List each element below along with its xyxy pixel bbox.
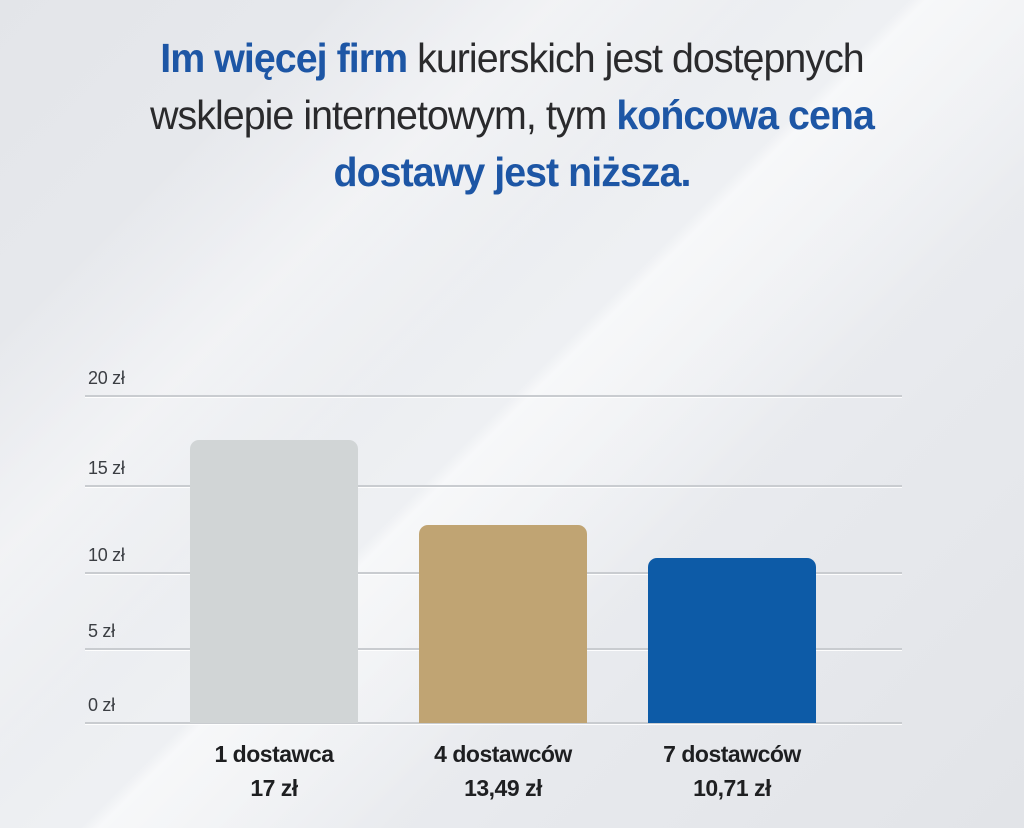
bar-1-dostawca (190, 440, 358, 723)
title-line-2: wsklepie internetowym, tym końcowa cena (20, 87, 1003, 144)
bar-label-2: 4 dostawców 13,49 zł (383, 737, 623, 805)
bar-category-1: 1 dostawca (214, 741, 335, 767)
y-axis-tick-0: 0 zł (88, 695, 115, 715)
title-accent-2: końcowa cena (616, 92, 875, 138)
bar-7-dostawcow (648, 558, 816, 723)
title-pre-2: wsklepie internetowym, tym (150, 92, 617, 138)
bar-value-1: 17 zł (250, 775, 298, 801)
gridline-15 (85, 485, 902, 487)
y-axis-tick-20: 20 zł (88, 368, 125, 388)
title-accent-3: dostawy jest niższa. (333, 149, 691, 195)
bar-label-3: 7 dostawców 10,71 zł (612, 737, 852, 805)
title-line-1: Im więcej firm kurierskich jest dostępny… (20, 30, 1003, 87)
bar-4-dostawcow (419, 525, 587, 723)
y-axis-tick-15: 15 zł (88, 458, 125, 478)
page-title: Im więcej firm kurierskich jest dostępny… (20, 30, 1003, 201)
gridline-0 (85, 722, 902, 724)
y-axis-tick-5: 5 zł (88, 621, 115, 641)
bar-category-2: 4 dostawców (434, 741, 572, 767)
gridline-20 (85, 395, 902, 397)
bar-category-3: 7 dostawców (663, 741, 801, 767)
bar-label-1: 1 dostawca 17 zł (154, 737, 394, 805)
bar-value-2: 13,49 zł (464, 775, 542, 801)
title-rest-1: kurierskich jest dostępnych (407, 35, 865, 81)
bar-value-3: 10,71 zł (693, 775, 771, 801)
title-accent-1: Im więcej firm (160, 35, 408, 81)
y-axis-tick-10: 10 zł (88, 545, 125, 565)
title-line-3: dostawy jest niższa. (20, 144, 1003, 201)
